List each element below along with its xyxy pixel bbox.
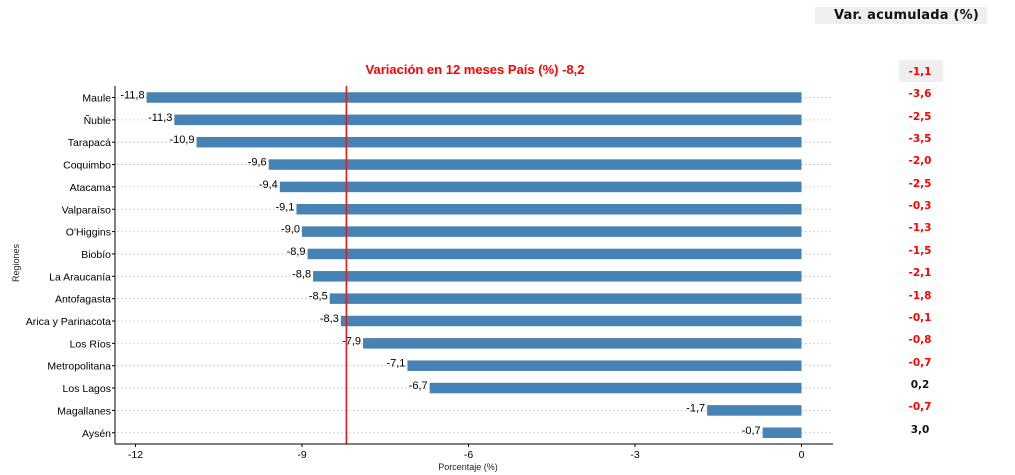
cumulative-value: -2,1 (908, 267, 932, 280)
category-label: Arica y Parinacota (26, 316, 111, 328)
cumulative-highlight (899, 60, 943, 82)
category-label: La Araucanía (49, 271, 111, 283)
bar-1 (146, 92, 802, 103)
category-label: Valparaíso (62, 204, 112, 216)
bar-6 (296, 204, 802, 215)
value-labels: -11,8 -11,3 -10,9 -9,6 -9,4 -9,1 -9,0 -8,9 -8,8 -… (120, 90, 760, 437)
cumulative-value: -2,5 (908, 177, 932, 190)
y-axis-label: Regiones (11, 243, 21, 282)
bar-2 (174, 114, 802, 126)
value-label: -9,1 (275, 201, 294, 213)
cumulative-values: -1,1 -3,6 -2,5 -3,5 -2,0 -2,5 -0,3 -1,3 -1,5 -2,1… (880, 0, 960, 475)
axes: Maule Ñuble Tarapacá Coquimbo Atacama Valpara… (26, 86, 833, 461)
cumulative-value: -1,1 (908, 66, 932, 78)
bar-13 (407, 360, 802, 371)
category-label: Los Lagos (63, 383, 111, 395)
cumulative-value: -2,0 (908, 155, 932, 168)
x-tick-label: -6 (464, 449, 473, 461)
category-label: Metropolitana (47, 361, 111, 373)
value-label: -11,3 (148, 112, 172, 124)
cumulative-value: -1,8 (908, 289, 932, 302)
bar-5 (279, 181, 802, 193)
value-label: -6,7 (409, 380, 428, 392)
value-label: -8,5 (309, 291, 328, 303)
category-label: Antofagasta (55, 294, 111, 306)
value-label: -7,9 (342, 335, 361, 347)
cumulative-value: -0,7 (908, 356, 932, 369)
value-label: -9,6 (248, 157, 267, 169)
x-axis-label: Porcentaje (%) (438, 462, 498, 472)
bar-4 (268, 159, 802, 170)
category-label: Ñuble (84, 114, 112, 127)
cumulative-value: -0,3 (908, 200, 932, 213)
cumulative-value: -1,5 (908, 244, 932, 257)
value-label: -7,1 (386, 358, 405, 370)
bar-8 (307, 248, 802, 260)
category-label: O'Higgins (66, 227, 111, 239)
bar-10 (329, 293, 802, 304)
value-label: -0,7 (742, 425, 761, 437)
cumulative-value: -0,8 (908, 334, 932, 347)
category-label: Biobío (81, 249, 111, 261)
value-label: -8,8 (292, 268, 311, 280)
x-tick-label: -3 (630, 449, 639, 461)
cumulative-value: -1,3 (908, 222, 932, 235)
cumulative-header: Var. acumulada (%) (815, 7, 987, 24)
x-tick-label: -9 (297, 449, 306, 461)
value-label: -9,4 (259, 179, 278, 191)
cumulative-value: 3,0 (910, 423, 930, 436)
value-label: -10,9 (169, 134, 194, 146)
cumulative-value: -3,5 (908, 133, 932, 146)
bar-7 (302, 226, 802, 237)
category-label: Atacama (70, 182, 112, 194)
grid-lines (117, 97, 831, 434)
bars (146, 92, 802, 438)
bar-3 (196, 136, 802, 148)
value-label: -8,3 (320, 313, 339, 325)
x-tick-label: -12 (128, 449, 143, 461)
chart-title: Variación en 12 meses País (%) -8,2 (366, 62, 585, 77)
bar-14 (429, 382, 802, 394)
category-label: Los Ríos (70, 338, 111, 350)
category-label: Coquimbo (63, 160, 111, 172)
cumulative-value: 0,2 (910, 378, 930, 391)
value-label: -1,7 (686, 402, 705, 414)
bar-9 (313, 271, 802, 282)
category-label: Magallanes (57, 405, 111, 417)
cumulative-value: -2,5 (908, 110, 932, 123)
category-label: Aysén (82, 428, 111, 440)
x-tick-label: 0 (799, 449, 805, 461)
bar-12 (363, 338, 802, 349)
cumulative-value: -0,1 (908, 311, 932, 324)
value-label: -11,8 (120, 90, 144, 102)
bar-11 (340, 315, 802, 327)
bar-16 (762, 427, 802, 438)
category-label: Tarapacá (68, 137, 111, 149)
value-label: -9,0 (281, 224, 300, 236)
category-label: Maule (82, 93, 111, 105)
cumulative-value: -3,6 (908, 88, 932, 101)
value-label: -8,9 (287, 246, 306, 258)
bar-15 (707, 405, 802, 416)
cumulative-value: -0,7 (908, 401, 932, 414)
